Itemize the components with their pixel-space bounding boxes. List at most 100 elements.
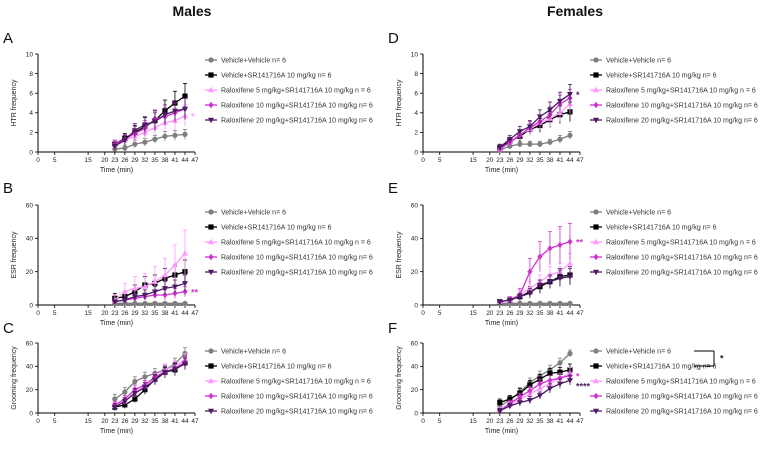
x-axis-label: Time (min) xyxy=(100,167,133,174)
x-tick-label: 38 xyxy=(161,157,169,164)
legend-label: Vehicle+SR141716A 10 mg/kg n= 6 xyxy=(606,225,717,232)
legend-label: Raloxifene 20 mg/kg+SR141716A 10 mg/kg n… xyxy=(606,409,758,416)
legend-marker xyxy=(208,209,214,215)
x-tick-label: 35 xyxy=(151,157,159,164)
data-point xyxy=(121,297,128,304)
data-point xyxy=(162,300,168,306)
x-tick-label: 47 xyxy=(576,418,584,425)
x-tick-label: 5 xyxy=(438,157,442,164)
x-tick-label: 23 xyxy=(111,310,119,317)
x-tick-label: 44 xyxy=(566,157,574,164)
legend-marker xyxy=(593,269,599,276)
legend-label: Raloxifene 20 mg/kg+SR141716A 10 mg/kg n… xyxy=(221,118,373,125)
y-tick-label: 4 xyxy=(29,110,33,117)
x-tick-label: 15 xyxy=(469,310,477,317)
x-tick-label: 20 xyxy=(101,418,109,425)
legend-label: Raloxifene 5 mg/kg+SR141716A 10 mg/kg n … xyxy=(606,88,756,95)
x-tick-label: 20 xyxy=(101,157,109,164)
legend: Vehicle+Vehicle n= 6 Vehicle+SR141716A 10… xyxy=(205,57,373,125)
x-tick-label: 26 xyxy=(121,157,129,164)
legend: Vehicle+Vehicle n= 6 Vehicle+SR141716A 10… xyxy=(590,57,758,125)
data-point xyxy=(527,382,533,388)
data-point xyxy=(172,132,178,138)
x-tick-label: 47 xyxy=(576,157,584,164)
data-point xyxy=(141,122,148,128)
data-point xyxy=(517,300,523,306)
significance-marker: * xyxy=(576,90,580,100)
series-1 xyxy=(112,129,188,152)
y-tick-label: 40 xyxy=(411,236,419,243)
data-point xyxy=(506,403,513,410)
legend-label: Vehicle+Vehicle n= 6 xyxy=(606,349,671,356)
legend-marker xyxy=(208,72,214,78)
legend-label: Vehicle+SR141716A 10 mg/kg n= 6 xyxy=(606,364,717,371)
legend-label: Vehicle+Vehicle n= 6 xyxy=(221,210,286,217)
data-point xyxy=(132,396,138,402)
series-3 xyxy=(111,229,188,305)
x-tick-label: 20 xyxy=(101,310,109,317)
y-tick-label: 0 xyxy=(414,410,418,417)
legend-marker xyxy=(593,363,599,369)
data-point xyxy=(152,300,158,306)
data-point xyxy=(516,129,523,135)
x-tick-label: 44 xyxy=(181,310,189,317)
y-tick-label: 0 xyxy=(29,302,33,309)
legend-marker xyxy=(593,57,599,63)
data-point xyxy=(182,93,188,99)
data-point xyxy=(526,291,533,297)
x-tick-label: 41 xyxy=(171,418,179,425)
data-point xyxy=(151,289,158,295)
data-point xyxy=(181,106,188,113)
x-tick-label: 35 xyxy=(536,418,544,425)
data-point xyxy=(131,390,138,397)
x-tick-label: 26 xyxy=(506,157,514,164)
panel-letter: A xyxy=(3,30,13,47)
data-point xyxy=(527,387,533,395)
x-tick-label: 15 xyxy=(469,157,477,164)
data-point xyxy=(151,119,158,125)
series-4 xyxy=(497,222,573,305)
x-tick-label: 29 xyxy=(516,418,524,425)
data-point xyxy=(557,136,563,142)
x-tick-label: 44 xyxy=(566,310,574,317)
data-point xyxy=(527,141,533,147)
data-point xyxy=(182,131,188,137)
legend-label: Raloxifene 10 mg/kg+SR141716A 10 mg/kg n… xyxy=(606,394,758,401)
data-point xyxy=(182,288,188,295)
x-axis-label: Time (min) xyxy=(485,320,518,327)
x-tick-label: 29 xyxy=(516,157,524,164)
legend-marker xyxy=(593,224,599,230)
x-axis-label: Time (min) xyxy=(100,428,133,435)
x-tick-label: 5 xyxy=(53,310,57,317)
x-axis-label: Time (min) xyxy=(485,428,518,435)
x-tick-label: 41 xyxy=(556,418,564,425)
data-point xyxy=(547,377,553,384)
y-axis-label: Grooming frequency xyxy=(396,346,403,410)
legend-marker xyxy=(208,363,214,369)
legend: Vehicle+Vehicle n= 6 Vehicle+SR141716A 10… xyxy=(205,348,373,416)
data-point xyxy=(546,271,553,278)
x-tick-label: 20 xyxy=(486,157,494,164)
series-line xyxy=(499,262,571,303)
x-tick-label: 26 xyxy=(506,418,514,425)
legend-label: Raloxifene 5 mg/kg+SR141716A 10 mg/kg n … xyxy=(221,88,371,95)
y-tick-label: 6 xyxy=(414,91,418,98)
panel-letter: B xyxy=(3,180,13,197)
legend-marker xyxy=(593,209,599,215)
x-tick-label: 41 xyxy=(556,157,564,164)
legend: Vehicle+Vehicle n= 6 Vehicle+SR141716A 10… xyxy=(590,209,758,277)
x-tick-label: 32 xyxy=(141,157,149,164)
x-tick-label: 38 xyxy=(161,310,169,317)
legend-marker xyxy=(593,117,599,124)
data-point xyxy=(547,139,553,145)
column-title-females: Females xyxy=(547,3,603,19)
legend-marker xyxy=(208,117,214,124)
data-point xyxy=(536,393,543,399)
legend-marker xyxy=(208,408,214,415)
panel-letter: E xyxy=(388,180,398,197)
y-tick-label: 2 xyxy=(414,130,418,137)
legend-label: Vehicle+Vehicle n= 6 xyxy=(221,58,286,65)
x-tick-label: 44 xyxy=(566,418,574,425)
data-point xyxy=(546,386,553,392)
